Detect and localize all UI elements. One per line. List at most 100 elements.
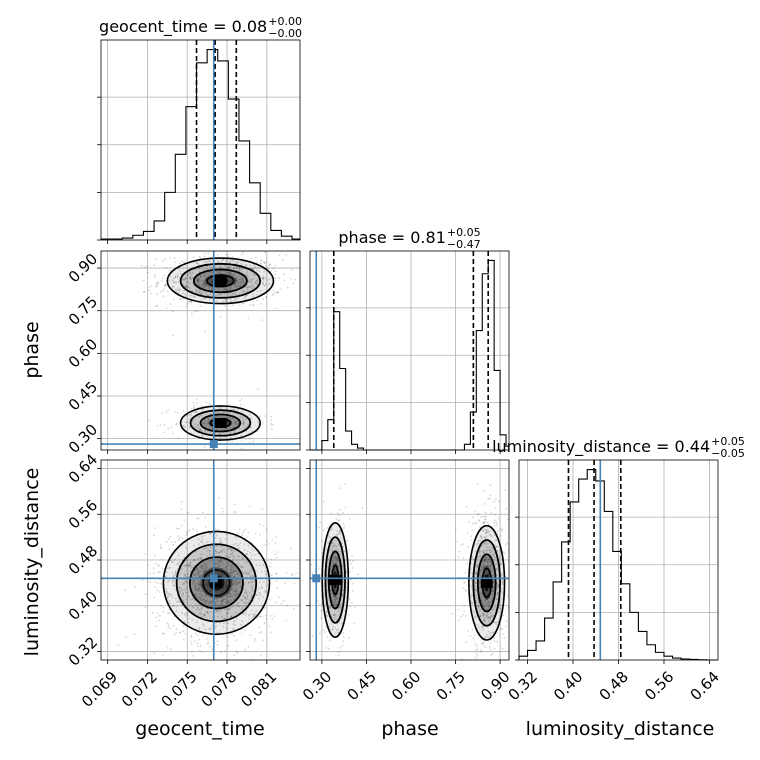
- sample-point: [486, 528, 489, 531]
- sample-point: [251, 617, 254, 619]
- sample-point: [275, 572, 278, 575]
- sample-point: [255, 660, 257, 662]
- sample-point: [269, 615, 272, 617]
- sample-point: [498, 552, 500, 554]
- sample-point: [166, 290, 169, 293]
- sample-point: [486, 521, 489, 523]
- sample-point: [166, 581, 169, 583]
- sample-point: [217, 570, 220, 573]
- sample-point: [235, 591, 237, 594]
- sample-point: [248, 285, 250, 288]
- sample-point: [197, 278, 200, 281]
- sample-point: [216, 610, 219, 612]
- sample-point: [207, 422, 210, 425]
- sample-point: [199, 574, 202, 576]
- sample-point: [168, 600, 171, 602]
- sample-point: [222, 411, 225, 414]
- sample-point: [194, 594, 197, 596]
- sample-point: [180, 589, 183, 592]
- sample-point: [197, 279, 199, 282]
- sample-point: [339, 602, 342, 605]
- sample-point: [237, 282, 240, 285]
- sample-point: [232, 580, 235, 583]
- sample-point: [338, 529, 341, 532]
- sample-point: [494, 498, 497, 500]
- contour-line: [175, 543, 258, 623]
- y-axis-label: luminosity_distance: [21, 468, 43, 657]
- sample-point: [182, 592, 184, 595]
- sample-point: [227, 600, 230, 603]
- sample-point: [158, 564, 160, 566]
- sample-point: [238, 580, 241, 583]
- sample-point: [482, 612, 484, 615]
- sample-point: [237, 555, 240, 558]
- sample-point: [482, 614, 485, 617]
- sample-point: [327, 542, 329, 545]
- sample-point: [340, 537, 342, 539]
- sample-point: [218, 551, 221, 554]
- sample-point: [187, 617, 190, 620]
- sample-point: [233, 267, 236, 270]
- sample-point: [229, 294, 232, 297]
- sample-point: [252, 264, 255, 266]
- sample-point: [311, 635, 314, 638]
- sample-point: [224, 272, 227, 275]
- sample-point: [249, 634, 251, 637]
- sample-point: [325, 578, 328, 581]
- sample-point: [155, 286, 158, 288]
- sample-point: [229, 588, 232, 591]
- sample-point: [194, 423, 197, 425]
- sample-point: [481, 550, 483, 553]
- sample-point: [154, 581, 157, 583]
- sample-point: [189, 570, 192, 573]
- sample-point: [482, 565, 485, 568]
- sample-point: [208, 574, 211, 576]
- sample-point: [206, 260, 209, 263]
- sample-point: [499, 535, 502, 537]
- sample-point: [166, 597, 169, 599]
- sample-point: [235, 284, 238, 286]
- sample-point: [208, 550, 211, 552]
- sample-point: [281, 259, 284, 262]
- sample-point: [477, 606, 480, 609]
- sample-point: [232, 543, 235, 546]
- sample-point: [486, 612, 489, 615]
- sample-point: [228, 273, 230, 276]
- sample-point: [206, 585, 209, 587]
- sample-point: [228, 590, 230, 593]
- sample-point: [229, 260, 232, 262]
- sample-point: [219, 406, 222, 409]
- sample-point: [228, 561, 231, 564]
- sample-point: [240, 623, 242, 626]
- sample-point: [196, 529, 198, 532]
- sample-point: [480, 516, 482, 519]
- sample-point: [255, 610, 258, 613]
- sample-point: [202, 261, 205, 263]
- sample-point: [222, 289, 225, 291]
- sample-point: [147, 564, 150, 566]
- sample-point: [246, 572, 249, 575]
- sample-point: [492, 631, 495, 634]
- sample-point: [265, 296, 267, 298]
- sample-point: [350, 578, 353, 581]
- sample-point: [477, 519, 480, 521]
- sample-point: [274, 270, 277, 273]
- sample-point: [243, 543, 246, 545]
- sample-point: [262, 279, 265, 281]
- sample-point: [337, 550, 340, 553]
- sample-point: [478, 519, 481, 522]
- sample-point: [325, 647, 327, 649]
- sample-point: [482, 559, 485, 562]
- sample-point: [239, 399, 241, 402]
- sample-point: [228, 596, 231, 598]
- sample-point: [204, 570, 207, 573]
- sample-point: [341, 565, 344, 568]
- sample-point: [171, 571, 174, 574]
- sample-point: [245, 570, 247, 573]
- sample-point: [222, 300, 225, 303]
- sample-point: [216, 247, 218, 249]
- sample-point: [342, 527, 345, 529]
- sample-point: [241, 283, 243, 286]
- sample-point: [205, 565, 208, 568]
- sample-point: [198, 285, 201, 288]
